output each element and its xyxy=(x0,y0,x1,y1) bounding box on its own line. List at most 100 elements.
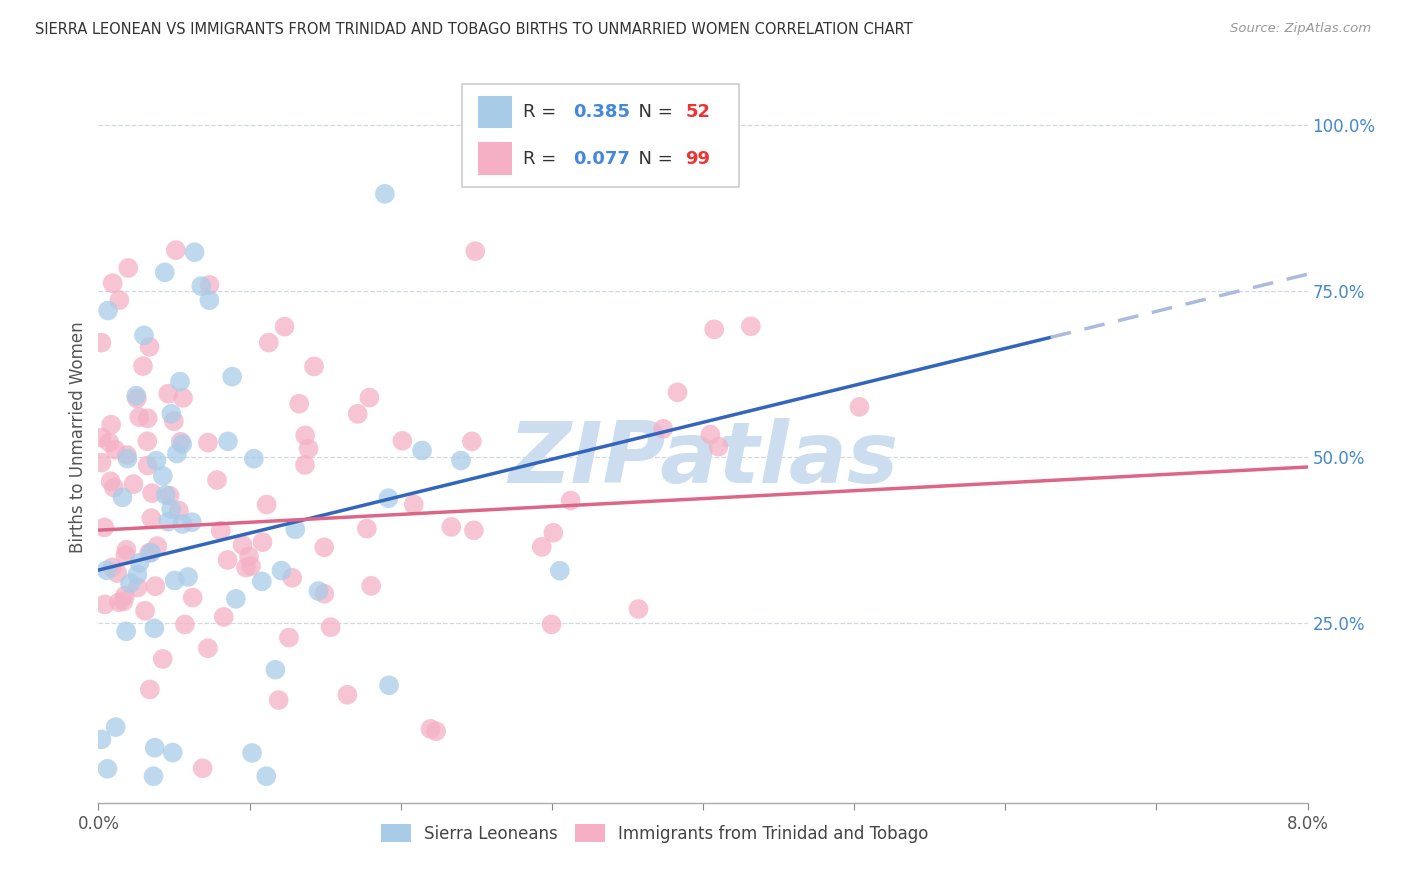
Point xyxy=(360,579,382,593)
Point xyxy=(243,451,266,466)
Point xyxy=(464,244,486,259)
Point xyxy=(174,617,197,632)
Point xyxy=(425,724,447,739)
Point xyxy=(288,397,311,411)
Point xyxy=(165,243,187,257)
Point xyxy=(205,473,228,487)
Point xyxy=(108,595,131,609)
Point xyxy=(172,516,194,531)
Point xyxy=(143,579,166,593)
Point xyxy=(153,265,176,279)
Point xyxy=(115,542,138,557)
Point xyxy=(391,434,413,448)
Point xyxy=(103,481,125,495)
Point xyxy=(143,740,166,755)
Point xyxy=(163,574,186,588)
Point xyxy=(111,490,134,504)
Point xyxy=(314,541,336,555)
Point xyxy=(740,319,762,334)
Point xyxy=(848,400,870,414)
Point xyxy=(232,538,254,552)
Point xyxy=(127,581,149,595)
Point xyxy=(356,522,378,536)
Point xyxy=(152,469,174,483)
Point xyxy=(183,245,205,260)
Point xyxy=(128,410,150,425)
Point xyxy=(139,546,162,560)
Point xyxy=(699,427,721,442)
Point xyxy=(141,486,163,500)
Point xyxy=(97,303,120,318)
Point xyxy=(157,515,180,529)
Point xyxy=(138,546,160,560)
Point xyxy=(238,549,260,564)
Point xyxy=(264,663,287,677)
Point xyxy=(377,491,399,506)
Point xyxy=(145,453,167,467)
Point xyxy=(254,769,277,783)
Point xyxy=(152,652,174,666)
Point xyxy=(117,451,139,466)
Legend: Sierra Leoneans, Immigrants from Trinidad and Tobago: Sierra Leoneans, Immigrants from Trinida… xyxy=(374,818,935,849)
Point xyxy=(112,594,135,608)
Point xyxy=(256,498,278,512)
Point xyxy=(217,434,239,449)
Point xyxy=(252,535,274,549)
Point xyxy=(530,540,553,554)
Point xyxy=(302,359,325,374)
Point xyxy=(217,553,239,567)
Point xyxy=(294,458,316,472)
Point xyxy=(281,571,304,585)
Point xyxy=(132,328,155,343)
Point xyxy=(250,574,273,589)
Point xyxy=(294,428,316,442)
Point xyxy=(461,434,484,449)
Point xyxy=(270,564,292,578)
Point xyxy=(419,722,441,736)
Point xyxy=(146,539,169,553)
Point xyxy=(450,453,472,467)
Point xyxy=(703,322,725,336)
Point xyxy=(707,440,730,454)
Point xyxy=(94,598,117,612)
Text: SIERRA LEONEAN VS IMMIGRANTS FROM TRINIDAD AND TOBAGO BIRTHS TO UNMARRIED WOMEN : SIERRA LEONEAN VS IMMIGRANTS FROM TRINID… xyxy=(35,22,912,37)
Point xyxy=(141,511,163,525)
Point xyxy=(666,385,689,400)
Point xyxy=(160,502,183,516)
Point xyxy=(100,475,122,489)
Point xyxy=(177,570,200,584)
Point xyxy=(307,584,329,599)
Point xyxy=(257,335,280,350)
Point xyxy=(197,641,219,656)
Point xyxy=(160,407,183,421)
Point xyxy=(267,693,290,707)
Point xyxy=(104,720,127,734)
Point xyxy=(159,489,181,503)
Point xyxy=(359,391,381,405)
Point xyxy=(101,560,124,574)
Y-axis label: Births to Unmarried Women: Births to Unmarried Women xyxy=(69,321,87,553)
Point xyxy=(114,589,136,603)
Point xyxy=(212,610,235,624)
Point xyxy=(463,524,485,538)
Point xyxy=(138,340,160,354)
Point xyxy=(157,386,180,401)
Point xyxy=(235,560,257,574)
Point xyxy=(198,293,221,308)
Point xyxy=(93,520,115,534)
Point xyxy=(166,446,188,460)
Point xyxy=(277,631,299,645)
Point xyxy=(98,435,121,450)
Point xyxy=(411,443,433,458)
Point xyxy=(560,493,582,508)
Point xyxy=(402,498,425,512)
Point xyxy=(136,411,159,425)
Point xyxy=(190,279,212,293)
Point xyxy=(115,448,138,462)
Point xyxy=(136,458,159,473)
Point xyxy=(139,682,162,697)
Point xyxy=(122,477,145,491)
Point xyxy=(134,604,156,618)
Point xyxy=(346,407,368,421)
Point xyxy=(540,617,562,632)
